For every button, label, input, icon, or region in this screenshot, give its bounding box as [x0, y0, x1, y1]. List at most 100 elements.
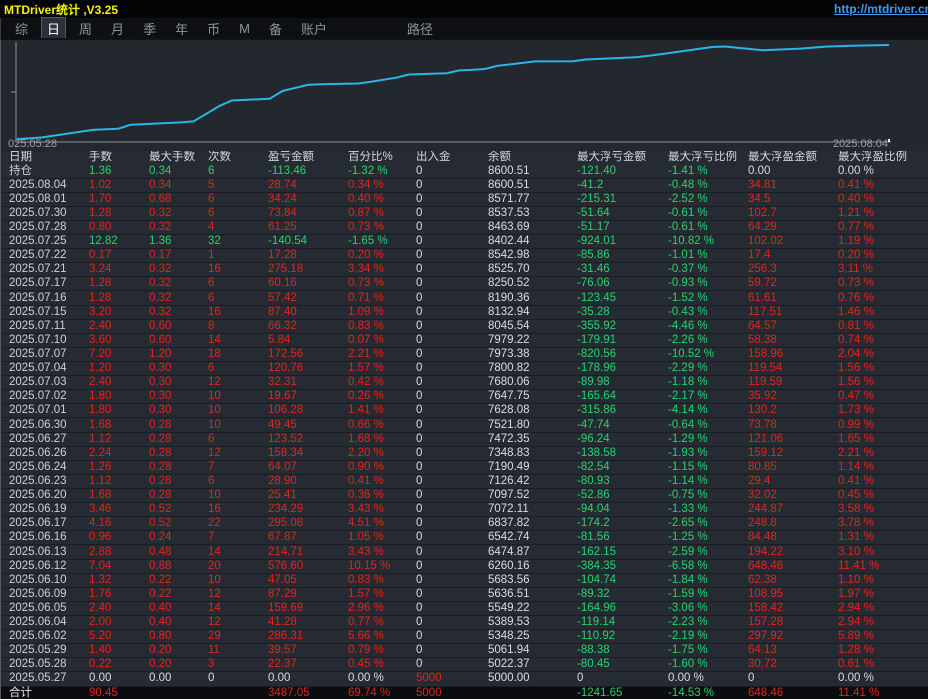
cell-8: -82.54 [577, 461, 668, 474]
menu-item-备[interactable]: 备 [264, 18, 287, 39]
table-row[interactable]: 2025.06.241.260.28764.070.90 %07190.49-8… [1, 461, 928, 475]
cell-3: 10 [208, 390, 268, 403]
cell-10: 30.72 [748, 658, 838, 671]
cell-10: 648.46 [748, 687, 838, 699]
table-row[interactable]: 2025.07.112.400.60866.320.83 %08045.54-3… [1, 320, 928, 334]
table-row[interactable]: 2025.07.041.200.306120.761.57 %07800.82-… [1, 362, 928, 376]
table-row[interactable]: 2025.07.011.800.3010106.281.41 %07628.08… [1, 404, 928, 418]
menu-item-币[interactable]: 币 [202, 18, 225, 39]
cell-8: -121.40 [577, 165, 668, 178]
table-row[interactable]: 2025.06.193.460.5216234.293.43 %07072.11… [1, 503, 928, 517]
table-row[interactable]: 2025.07.301.280.32673.840.87 %08537.53-5… [1, 207, 928, 221]
table-row[interactable]: 持仓1.360.346-113.46-1.32 %08600.51-121.40… [1, 165, 928, 179]
cell-3: 12 [208, 447, 268, 460]
cell-6: 0 [416, 644, 488, 657]
cell-11: 1.21 % [838, 207, 928, 220]
cell-2: 0.60 [149, 320, 208, 333]
table-row[interactable]: 2025.06.201.680.281025.410.36 %07097.52-… [1, 489, 928, 503]
cell-3: 8 [208, 320, 268, 333]
table-row[interactable]: 2025.07.103.600.60145.840.07 %07979.22-1… [1, 334, 928, 348]
cell-0: 2025.07.04 [9, 362, 89, 375]
table-row[interactable]: 2025.06.301.680.281049.450.66 %07521.80-… [1, 418, 928, 432]
table-row[interactable]: 2025.06.127.040.8820576.6010.15 %06260.1… [1, 560, 928, 574]
table-row[interactable]: 2025.07.153.200.321687.401.09 %08132.94-… [1, 306, 928, 320]
cell-0: 2025.05.29 [9, 644, 89, 657]
cell-10: 61.61 [748, 292, 838, 305]
cell-8: -35.28 [577, 306, 668, 319]
cell-6: 0 [416, 489, 488, 502]
cell-1: 0.00 [89, 672, 149, 685]
cell-6: 0 [416, 560, 488, 573]
table-row[interactable]: 2025.06.160.960.24767.871.05 %06542.74-8… [1, 531, 928, 545]
table-row[interactable]: 2025.06.025.200.8029286.315.66 %05348.25… [1, 630, 928, 644]
cell-6: 0 [416, 193, 488, 206]
menu-item-综[interactable]: 综 [10, 18, 33, 39]
menu-item-年[interactable]: 年 [170, 18, 193, 39]
menu-item-路径[interactable]: 路径 [402, 18, 438, 39]
table-row[interactable]: 2025.06.262.240.2812158.342.20 %07348.83… [1, 447, 928, 461]
app-url-link[interactable]: http://mtdriver.cn [834, 2, 928, 16]
table-row[interactable]: 2025.08.041.020.34528.740.34 %08600.51-4… [1, 179, 928, 193]
cell-6: 0 [416, 404, 488, 417]
cell-3: 7 [208, 461, 268, 474]
cell-4: 49.45 [268, 419, 348, 432]
menu-item-日[interactable]: 日 [42, 18, 65, 39]
table-row[interactable]: 2025.06.052.400.4014159.692.96 %05549.22… [1, 602, 928, 616]
cell-2: 0.00 [149, 672, 208, 685]
table-row[interactable]: 2025.06.101.320.221047.050.83 %05683.56-… [1, 574, 928, 588]
cell-5: 0.26 % [348, 390, 416, 403]
cell-4: 214.71 [268, 546, 348, 559]
cell-10: 64.29 [748, 221, 838, 234]
table-row[interactable]: 2025.06.174.160.5222295.084.51 %06837.82… [1, 517, 928, 531]
menu-item-周[interactable]: 周 [74, 18, 97, 39]
table-row[interactable]: 2025.07.077.201.2018172.562.21 %07973.38… [1, 348, 928, 362]
table-row[interactable]: 2025.06.091.760.221287.291.57 %05636.51-… [1, 588, 928, 602]
menu-item-账户[interactable]: 账户 [296, 18, 332, 39]
table-row[interactable]: 2025.08.011.700.68634.240.40 %08571.77-2… [1, 193, 928, 207]
cell-3: 6 [208, 207, 268, 220]
cell-1: 2.88 [89, 546, 149, 559]
table-row[interactable]: 2025.07.161.280.32657.420.71 %08190.36-1… [1, 291, 928, 305]
table-row[interactable]: 2025.06.042.000.401241.280.77 %05389.53-… [1, 616, 928, 630]
cell-1: 0.17 [89, 249, 149, 262]
cell-10: 130.2 [748, 404, 838, 417]
table-row[interactable]: 2025.06.231.120.28628.900.41 %07126.42-8… [1, 475, 928, 489]
menu-item-季[interactable]: 季 [138, 18, 161, 39]
table-row[interactable]: 2025.07.021.800.301019.670.26 %07647.75-… [1, 390, 928, 404]
cell-6: 0 [416, 306, 488, 319]
table-row[interactable]: 2025.07.280.800.32461.250.73 %08463.69-5… [1, 221, 928, 235]
cell-5: 0.83 % [348, 320, 416, 333]
cell-3: 14 [208, 602, 268, 615]
cell-5: 10.15 % [348, 560, 416, 573]
table-row[interactable]: 2025.07.220.170.17117.280.20 %08542.98-8… [1, 249, 928, 263]
cell-4: 28.74 [268, 179, 348, 192]
menu-item-M[interactable]: M [234, 20, 255, 37]
cell-1: 3.60 [89, 334, 149, 347]
cell-8: -31.46 [577, 263, 668, 276]
cell-0: 2025.06.05 [9, 602, 89, 615]
cell-0: 2025.05.27 [9, 672, 89, 685]
cell-3: 3 [208, 658, 268, 671]
table-row[interactable]: 2025.06.132.880.4814214.713.43 %06474.87… [1, 545, 928, 559]
title-bar: MTDriver统计 ,V3.25 http://mtdriver.cn [0, 0, 928, 18]
menu-item-月[interactable]: 月 [106, 18, 129, 39]
table-row[interactable]: 2025.07.171.280.32660.160.73 %08250.52-7… [1, 277, 928, 291]
cell-4: 0.00 [268, 672, 348, 685]
cell-1: 7.04 [89, 560, 149, 573]
cell-4: 120.76 [268, 362, 348, 375]
table-row[interactable]: 2025.05.280.220.20322.370.45 %05022.37-8… [1, 658, 928, 672]
cell-1: 1.28 [89, 277, 149, 290]
equity-chart: 025.05.28 2025.08.04 [0, 38, 928, 151]
cell-5: 1.68 % [348, 433, 416, 446]
table-total-row[interactable]: 合计90.453487.0569.74 %5000-1241.65-14.53 … [1, 687, 928, 699]
table-row[interactable]: 2025.07.213.240.3216275.183.34 %08525.70… [1, 263, 928, 277]
table-row[interactable]: 2025.06.271.120.286123.521.68 %07472.35-… [1, 433, 928, 447]
cell-5: 0.87 % [348, 207, 416, 220]
table-row[interactable]: 2025.07.2512.821.3632-140.54-1.65 %08402… [1, 235, 928, 249]
table-row[interactable]: 2025.05.291.400.201139.570.79 %05061.94-… [1, 644, 928, 658]
table-row[interactable]: 2025.07.032.400.301232.310.42 %07680.06-… [1, 376, 928, 390]
cell-1: 0.96 [89, 531, 149, 544]
cell-3: 0 [208, 672, 268, 685]
cell-9: -6.58 % [668, 560, 748, 573]
table-row[interactable]: 2025.05.270.000.0000.000.00 %50005000.00… [1, 672, 928, 686]
